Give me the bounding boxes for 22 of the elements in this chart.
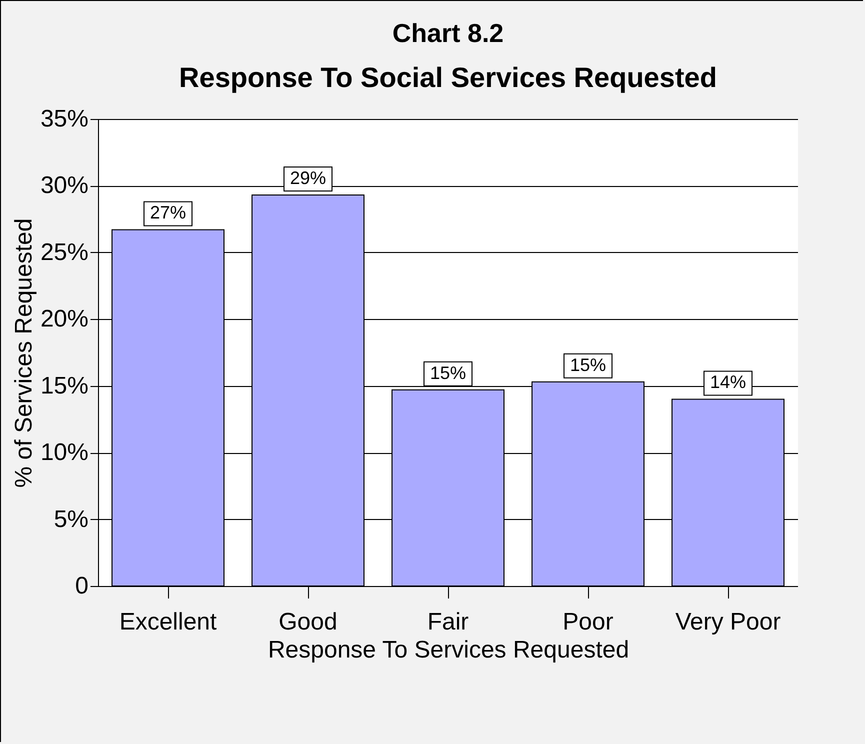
x-tick-label: Good — [278, 608, 338, 636]
chart-subtitle: Response To Social Services Requested — [179, 62, 717, 93]
data-label: 15% — [570, 354, 606, 375]
data-label: 15% — [430, 362, 466, 383]
data-label: 29% — [290, 168, 326, 188]
chart-title: Chart 8.2 — [392, 18, 504, 48]
y-tick-label: 30% — [40, 172, 88, 200]
y-tick-label: 20% — [40, 306, 88, 333]
y-tick-label: 15% — [40, 372, 88, 400]
y-tick-label: 35% — [40, 106, 88, 132]
y-tick-label: 0 — [75, 572, 88, 600]
y-tick-label: 25% — [40, 238, 88, 266]
x-tick-label: Poor — [562, 608, 614, 636]
y-tick-label: 5% — [54, 506, 88, 533]
y-axis-title: % of Services Requested — [10, 218, 38, 488]
x-tick-label: Excellent — [119, 608, 218, 636]
x-tick-label: Fair — [427, 608, 469, 636]
data-label: 14% — [710, 372, 746, 392]
x-tick-label: Very Poor — [675, 608, 781, 636]
x-axis-title: Response To Services Requested — [268, 636, 630, 664]
data-label: 27% — [150, 202, 186, 223]
y-tick-label: 10% — [40, 439, 88, 466]
